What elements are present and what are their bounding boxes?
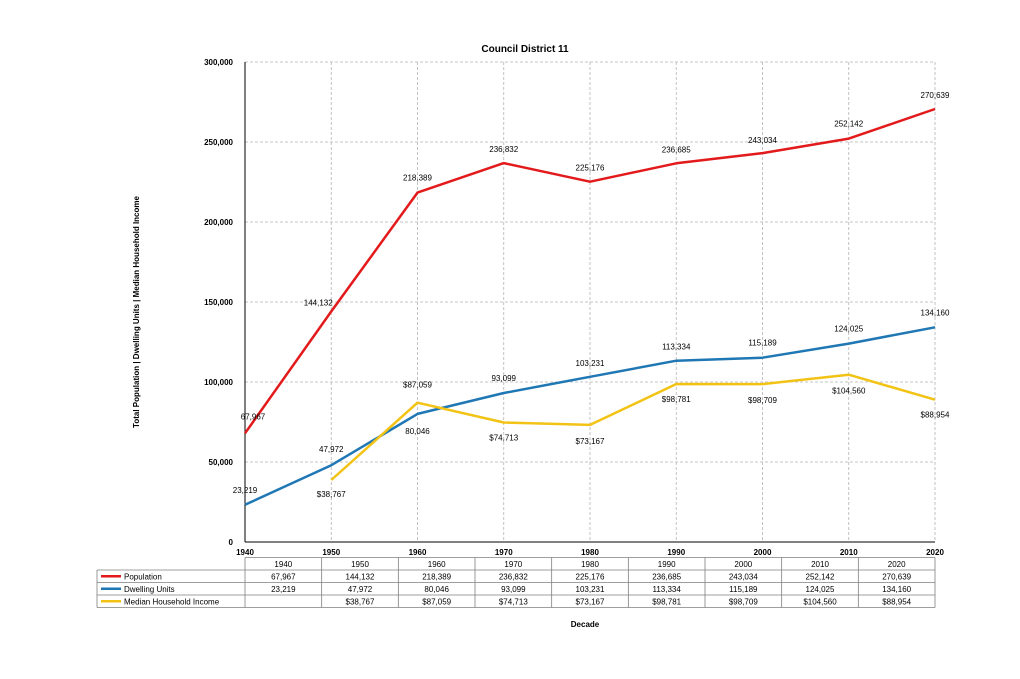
table-header-cell: 2020: [888, 560, 906, 569]
table-header-cell: 2000: [734, 560, 752, 569]
data-label: $104,560: [832, 387, 866, 396]
y-tick-label: 100,000: [204, 378, 233, 387]
data-label: 252,142: [834, 120, 863, 129]
table-cell: 115,189: [729, 585, 758, 594]
table-header-cell: 1960: [428, 560, 446, 569]
data-label: $38,767: [317, 490, 346, 499]
table-header-cell: 1940: [274, 560, 292, 569]
y-tick-label: 50,000: [209, 458, 234, 467]
data-label: 23,219: [233, 486, 258, 495]
data-label: $74,713: [489, 433, 518, 442]
table-cell: 236,685: [652, 573, 681, 582]
y-tick-label: 250,000: [204, 138, 233, 147]
data-label: 67,967: [241, 412, 266, 421]
data-label: 93,099: [492, 374, 517, 383]
table-cell: $74,713: [499, 598, 528, 607]
data-label: 218,389: [403, 174, 432, 183]
data-label: 236,832: [489, 145, 518, 154]
table-cell: 252,142: [806, 573, 835, 582]
x-tick-label: 2000: [754, 548, 772, 557]
y-tick-label: 300,000: [204, 58, 233, 67]
table-cell: 218,389: [422, 573, 451, 582]
legend-entry: Dwelling Units: [124, 585, 175, 594]
data-label: 113,334: [662, 343, 691, 352]
table-cell: 236,832: [499, 573, 528, 582]
tick-labels: 0 50,000 100,000 150,000 200,000 250,000 300,0…: [204, 58, 944, 557]
table-cell: 134,160: [882, 585, 911, 594]
data-label: 80,046: [405, 427, 430, 436]
chart-title: Council District 11: [481, 44, 569, 55]
table-cell: $87,059: [422, 598, 451, 607]
table-cell: $73,167: [576, 598, 605, 607]
data-labels: 67,967 144,132 218,389 236,832 225,176 236,68…: [233, 91, 950, 499]
y-tick-label: 0: [229, 538, 234, 547]
table-header-cell: 1990: [658, 560, 676, 569]
data-label: $98,709: [748, 396, 777, 405]
data-label: 144,132: [304, 298, 333, 307]
table-cell: 225,176: [576, 573, 605, 582]
series-lines: [243, 107, 936, 506]
data-label: $87,059: [403, 381, 432, 390]
data-label: 236,685: [662, 145, 691, 154]
axes: [244, 62, 935, 543]
table-cell: 124,025: [806, 585, 835, 594]
x-tick-label: 2010: [840, 548, 858, 557]
y-tick-label: 150,000: [204, 298, 233, 307]
table-cell: $88,954: [882, 598, 911, 607]
table-cell: 67,967: [271, 573, 296, 582]
data-label: 115,189: [748, 339, 777, 348]
data-label: $88,954: [921, 411, 950, 420]
table-cell: 80,046: [424, 585, 449, 594]
table-cell: 113,334: [653, 585, 682, 594]
series-line-population: [243, 107, 936, 435]
y-axis-label: Total Population | Dwelling Units | Medi…: [132, 196, 141, 428]
table-header-cell: 1970: [504, 560, 522, 569]
table-cell: 23,219: [271, 585, 296, 594]
table-header-cell: 1950: [351, 560, 369, 569]
y-tick-label: 200,000: [204, 218, 233, 227]
x-tick-label: 1970: [495, 548, 513, 557]
table-cell: 47,972: [348, 585, 373, 594]
data-label: 103,231: [576, 359, 605, 368]
x-axis-label: Decade: [571, 620, 600, 629]
table-header-cell: 1980: [581, 560, 599, 569]
table-cell: 243,034: [729, 573, 758, 582]
gridlines: [245, 61, 936, 542]
table-cell: $38,767: [346, 598, 375, 607]
x-tick-label: 2020: [926, 548, 944, 557]
legend-entry: Population: [124, 573, 162, 582]
data-label: 134,160: [921, 308, 950, 317]
series-line-dwelling-units: [244, 326, 936, 506]
table-cell: 270,639: [882, 573, 911, 582]
data-label: 124,025: [834, 325, 863, 334]
data-label: 47,972: [319, 445, 344, 454]
x-tick-label: 1980: [581, 548, 599, 557]
table-cell: $98,709: [729, 598, 758, 607]
data-label: 243,034: [748, 136, 777, 145]
table-cell: 93,099: [501, 585, 526, 594]
table-cell: $98,781: [652, 598, 681, 607]
x-tick-label: 1990: [667, 548, 685, 557]
data-label: $98,781: [662, 395, 691, 404]
table-cell: $104,560: [803, 598, 837, 607]
table-header-cell: 2010: [811, 560, 829, 569]
data-label: $73,167: [576, 437, 605, 446]
data-label: 270,639: [921, 91, 950, 100]
data-table: 1940 1950 1960 1970 1980 1990 2000 2010 2020 Popu…: [96, 557, 936, 608]
x-tick-label: 1940: [236, 548, 254, 557]
x-tick-label: 1950: [322, 548, 340, 557]
series-line-median-household-income: [330, 373, 936, 481]
x-tick-label: 1960: [409, 548, 427, 557]
legend-entry: Median Household Income: [124, 598, 220, 607]
data-label: 225,176: [576, 164, 605, 173]
table-cell: 103,231: [576, 585, 605, 594]
table-cell: 144,132: [346, 573, 375, 582]
